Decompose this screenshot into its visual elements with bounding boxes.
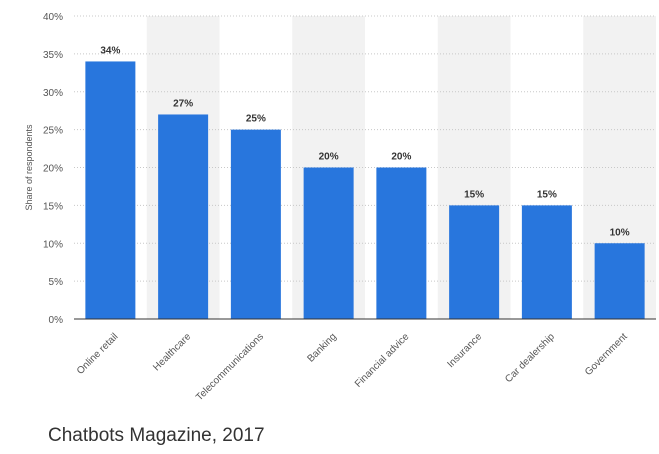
- bar-3: [303, 167, 354, 319]
- y-tick-label: 25%: [43, 126, 63, 137]
- bar-6: [521, 205, 572, 319]
- y-tick-label: 15%: [43, 201, 63, 212]
- value-label: 20%: [391, 152, 411, 163]
- bar-chart: 34% 27% 25% 20% 20% 15% 15% 10% 0% 5% 10% 15% 20% 25…: [24, 12, 656, 403]
- x-tick-label: Car dealership: [503, 331, 557, 385]
- y-tick-label: 10%: [43, 239, 63, 250]
- value-label: 20%: [319, 152, 339, 163]
- x-tick-label: Financial advice: [353, 331, 412, 390]
- x-tick-label: Telecommunications: [194, 331, 266, 403]
- y-tick-label: 20%: [43, 164, 63, 175]
- value-label: 15%: [537, 189, 557, 200]
- value-label: 15%: [464, 189, 484, 200]
- source-caption: Chatbots Magazine, 2017: [48, 425, 265, 446]
- y-tick-label: 35%: [43, 50, 63, 61]
- y-axis-ticks: 0% 5% 10% 15% 20% 25% 30% 35% 40%: [43, 12, 63, 326]
- x-tick-label: Insurance: [445, 331, 484, 370]
- bar-4: [376, 167, 427, 319]
- value-label: 10%: [610, 227, 630, 238]
- x-tick-label: Healthcare: [151, 331, 193, 373]
- x-tick-label: Online retail: [75, 331, 121, 377]
- value-label: 34%: [100, 45, 120, 56]
- x-tick-label: Government: [583, 331, 630, 378]
- value-labels: 34% 27% 25% 20% 20% 15% 15% 10%: [100, 45, 629, 238]
- bar-0: [85, 61, 136, 319]
- y-tick-label: 30%: [43, 88, 63, 99]
- y-tick-label: 0%: [49, 315, 64, 326]
- bar-2: [230, 129, 281, 319]
- y-tick-label: 40%: [43, 12, 63, 23]
- bars: [85, 61, 645, 319]
- value-label: 27%: [173, 98, 193, 109]
- y-tick-label: 5%: [49, 277, 64, 288]
- bar-5: [449, 205, 500, 319]
- x-axis-ticks: Online retail Healthcare Telecommunication…: [75, 331, 630, 403]
- y-axis-label: Share of respondents: [24, 124, 34, 211]
- x-tick-label: Banking: [305, 331, 338, 364]
- value-label: 25%: [246, 114, 266, 125]
- bar-7: [594, 243, 645, 319]
- bar-1: [158, 114, 209, 319]
